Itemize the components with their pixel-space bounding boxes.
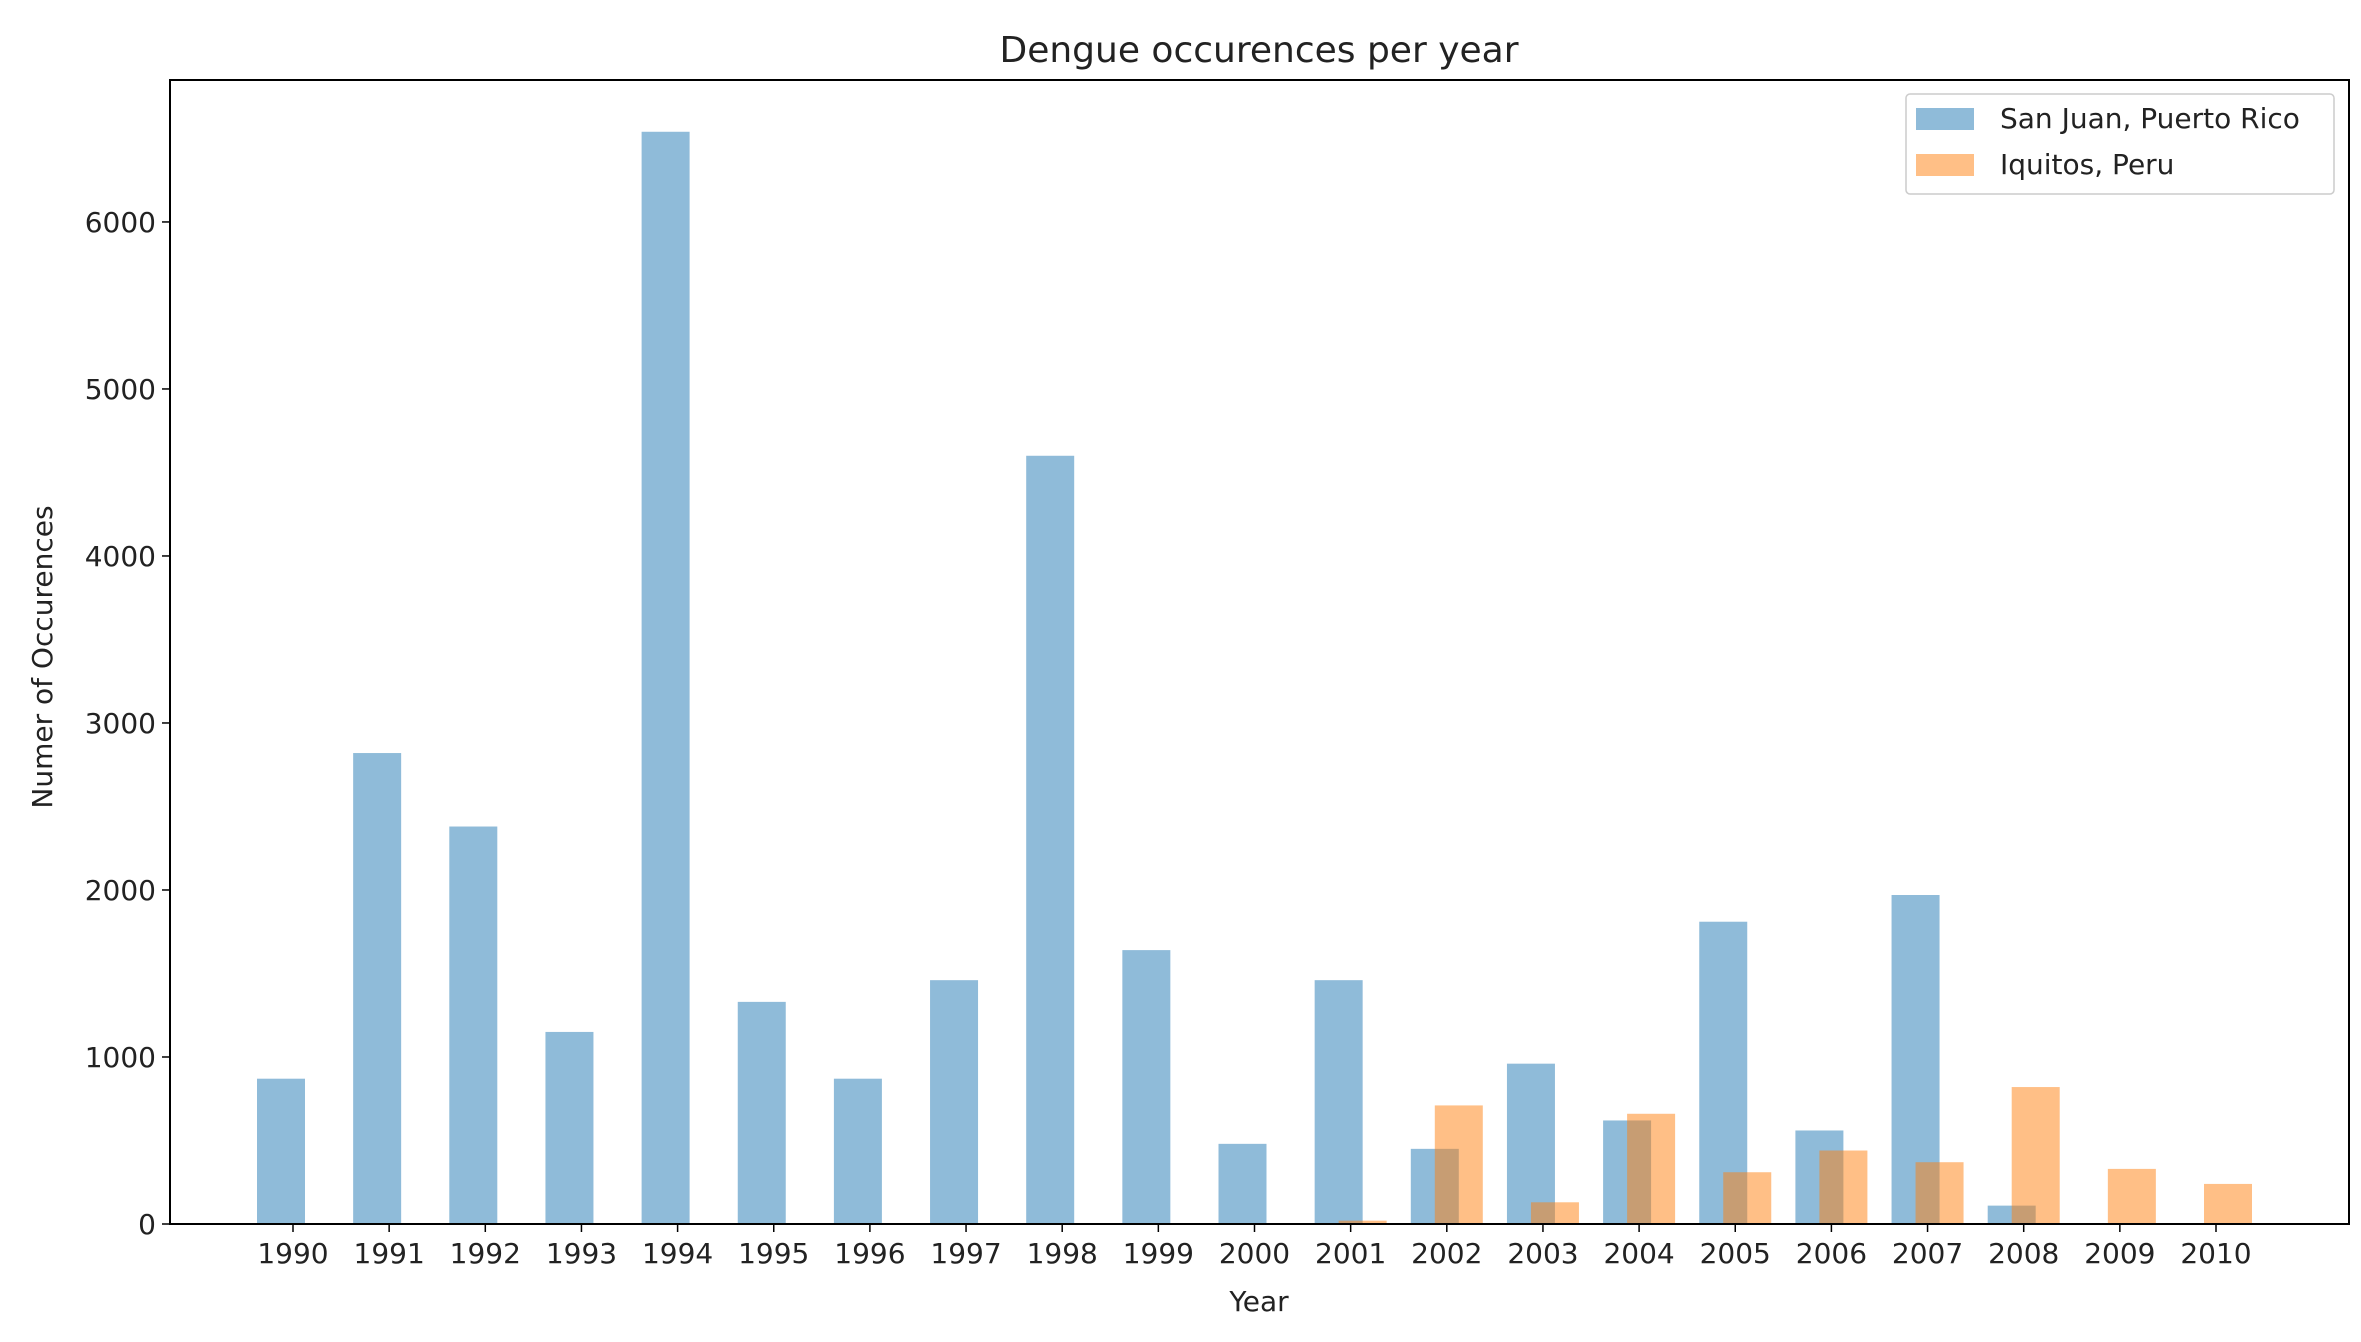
x-tick-label-2005: 2005 — [1700, 1237, 1771, 1270]
x-tick-label-2003: 2003 — [1507, 1237, 1578, 1270]
x-tick-label-2006: 2006 — [1796, 1237, 1867, 1270]
y-axis-label: Numer of Occurences — [26, 505, 59, 808]
bar-san-juan-puerto-rico-1998 — [1026, 455, 1075, 1224]
x-tick-label-1991: 1991 — [354, 1237, 425, 1270]
bar-san-juan-puerto-rico-2003 — [1506, 1063, 1555, 1224]
plot-frame — [169, 79, 2350, 1225]
x-tick-label-2010: 2010 — [2180, 1237, 2251, 1270]
bar-iquitos-peru-2002 — [1434, 1105, 1483, 1224]
bar-san-juan-puerto-rico-1990 — [257, 1078, 305, 1224]
x-tick-label-2004: 2004 — [1603, 1237, 1674, 1270]
legend-box — [1905, 93, 2335, 195]
x-tick-label-1995: 1995 — [738, 1237, 809, 1270]
x-tick-label-2002: 2002 — [1411, 1237, 1482, 1270]
x-tick-label-2001: 2001 — [1315, 1237, 1386, 1270]
x-tick-label-2000: 2000 — [1219, 1237, 1290, 1270]
bar-san-juan-puerto-rico-1996 — [833, 1078, 882, 1224]
y-tick-label-0: 0 — [138, 1208, 156, 1241]
bars-layer — [257, 131, 2252, 1224]
y-tick-label-3000: 3000 — [85, 707, 156, 740]
x-tick-label-1990: 1990 — [257, 1237, 328, 1270]
legend: San Juan, Puerto Rico Iquitos, Peru — [1905, 93, 2335, 195]
bar-san-juan-puerto-rico-1993 — [545, 1031, 594, 1224]
chart-title: Dengue occurences per year — [999, 30, 1518, 71]
x-tick-label-1999: 1999 — [1123, 1237, 1194, 1270]
legend-swatch-san-juan-puerto-rico — [1916, 108, 1974, 130]
x-tick-label-1997: 1997 — [930, 1237, 1001, 1270]
x-axis-label: Year — [1228, 1285, 1289, 1318]
y-tick-label-5000: 5000 — [85, 373, 156, 406]
legend-label-san-juan-puerto-rico: San Juan, Puerto Rico — [2000, 102, 2300, 135]
x-tick-label-2009: 2009 — [2084, 1237, 2155, 1270]
x-tick-label-2007: 2007 — [1892, 1237, 1963, 1270]
bar-san-juan-puerto-rico-1991 — [353, 753, 402, 1224]
legend-label-iquitos-peru: Iquitos, Peru — [2000, 148, 2174, 181]
bar-iquitos-peru-2007 — [1915, 1162, 1964, 1224]
bar-san-juan-puerto-rico-1992 — [449, 826, 498, 1224]
bar-san-juan-puerto-rico-2001 — [1314, 980, 1363, 1224]
ticks-layer: 1990 1991 1992 1993 1994 1995 1996 1997 1998 1999… — [85, 206, 2252, 1270]
bar-san-juan-puerto-rico-1999 — [1122, 950, 1171, 1224]
x-tick-label-1993: 1993 — [546, 1237, 617, 1270]
y-tick-label-1000: 1000 — [85, 1041, 156, 1074]
x-tick-label-1992: 1992 — [450, 1237, 521, 1270]
bar-san-juan-puerto-rico-1997 — [930, 980, 979, 1224]
bar-iquitos-peru-2001 — [1338, 1220, 1387, 1224]
x-tick-label-2008: 2008 — [1988, 1237, 2059, 1270]
bar-san-juan-puerto-rico-1995 — [737, 1001, 786, 1224]
bar-iquitos-peru-2009 — [2107, 1168, 2156, 1224]
bar-san-juan-puerto-rico-1994 — [641, 131, 690, 1224]
y-tick-label-2000: 2000 — [85, 874, 156, 907]
bar-san-juan-puerto-rico-2000 — [1218, 1143, 1267, 1224]
y-tick-label-4000: 4000 — [85, 540, 156, 573]
x-tick-label-1996: 1996 — [834, 1237, 905, 1270]
bar-iquitos-peru-2003 — [1530, 1202, 1579, 1224]
bar-iquitos-peru-2006 — [1819, 1150, 1868, 1224]
x-tick-label-1994: 1994 — [642, 1237, 713, 1270]
bar-iquitos-peru-2005 — [1723, 1172, 1772, 1224]
bar-iquitos-peru-2004 — [1627, 1113, 1676, 1224]
x-tick-label-1998: 1998 — [1027, 1237, 1098, 1270]
legend-swatch-iquitos-peru — [1916, 154, 1974, 176]
bar-iquitos-peru-2010 — [2204, 1183, 2252, 1224]
y-tick-label-6000: 6000 — [85, 206, 156, 239]
bar-iquitos-peru-2008 — [2011, 1087, 2060, 1224]
